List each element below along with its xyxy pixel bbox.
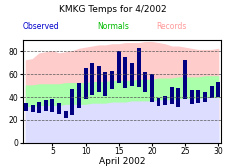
Bar xyxy=(37,102,41,113)
Bar xyxy=(90,63,94,95)
Bar xyxy=(215,82,219,97)
Bar xyxy=(202,92,206,102)
Bar xyxy=(44,100,47,111)
Bar xyxy=(123,57,127,88)
Bar xyxy=(189,90,193,104)
Bar xyxy=(30,105,34,112)
Bar xyxy=(169,87,173,104)
Bar xyxy=(97,66,100,92)
Bar xyxy=(70,89,74,115)
Bar xyxy=(50,99,54,112)
Bar xyxy=(209,86,213,98)
Bar xyxy=(103,72,107,96)
Bar xyxy=(162,96,166,105)
Bar xyxy=(149,74,153,102)
Bar xyxy=(156,98,160,106)
Bar xyxy=(196,90,199,103)
Bar xyxy=(24,103,28,111)
Bar xyxy=(136,48,140,87)
Text: Observed: Observed xyxy=(22,22,59,31)
Bar xyxy=(143,72,146,92)
Bar xyxy=(116,51,120,83)
Text: KMKG Temps for 4/2002: KMKG Temps for 4/2002 xyxy=(59,5,166,14)
Bar xyxy=(110,71,114,89)
Bar xyxy=(182,60,186,99)
Bar xyxy=(63,111,67,118)
Bar xyxy=(129,63,133,86)
Text: Records: Records xyxy=(156,22,186,31)
Bar xyxy=(83,68,87,99)
Bar xyxy=(57,103,61,114)
Text: Normals: Normals xyxy=(97,22,128,31)
X-axis label: April 2002: April 2002 xyxy=(98,157,145,166)
Bar xyxy=(77,83,81,108)
Bar xyxy=(176,88,180,107)
